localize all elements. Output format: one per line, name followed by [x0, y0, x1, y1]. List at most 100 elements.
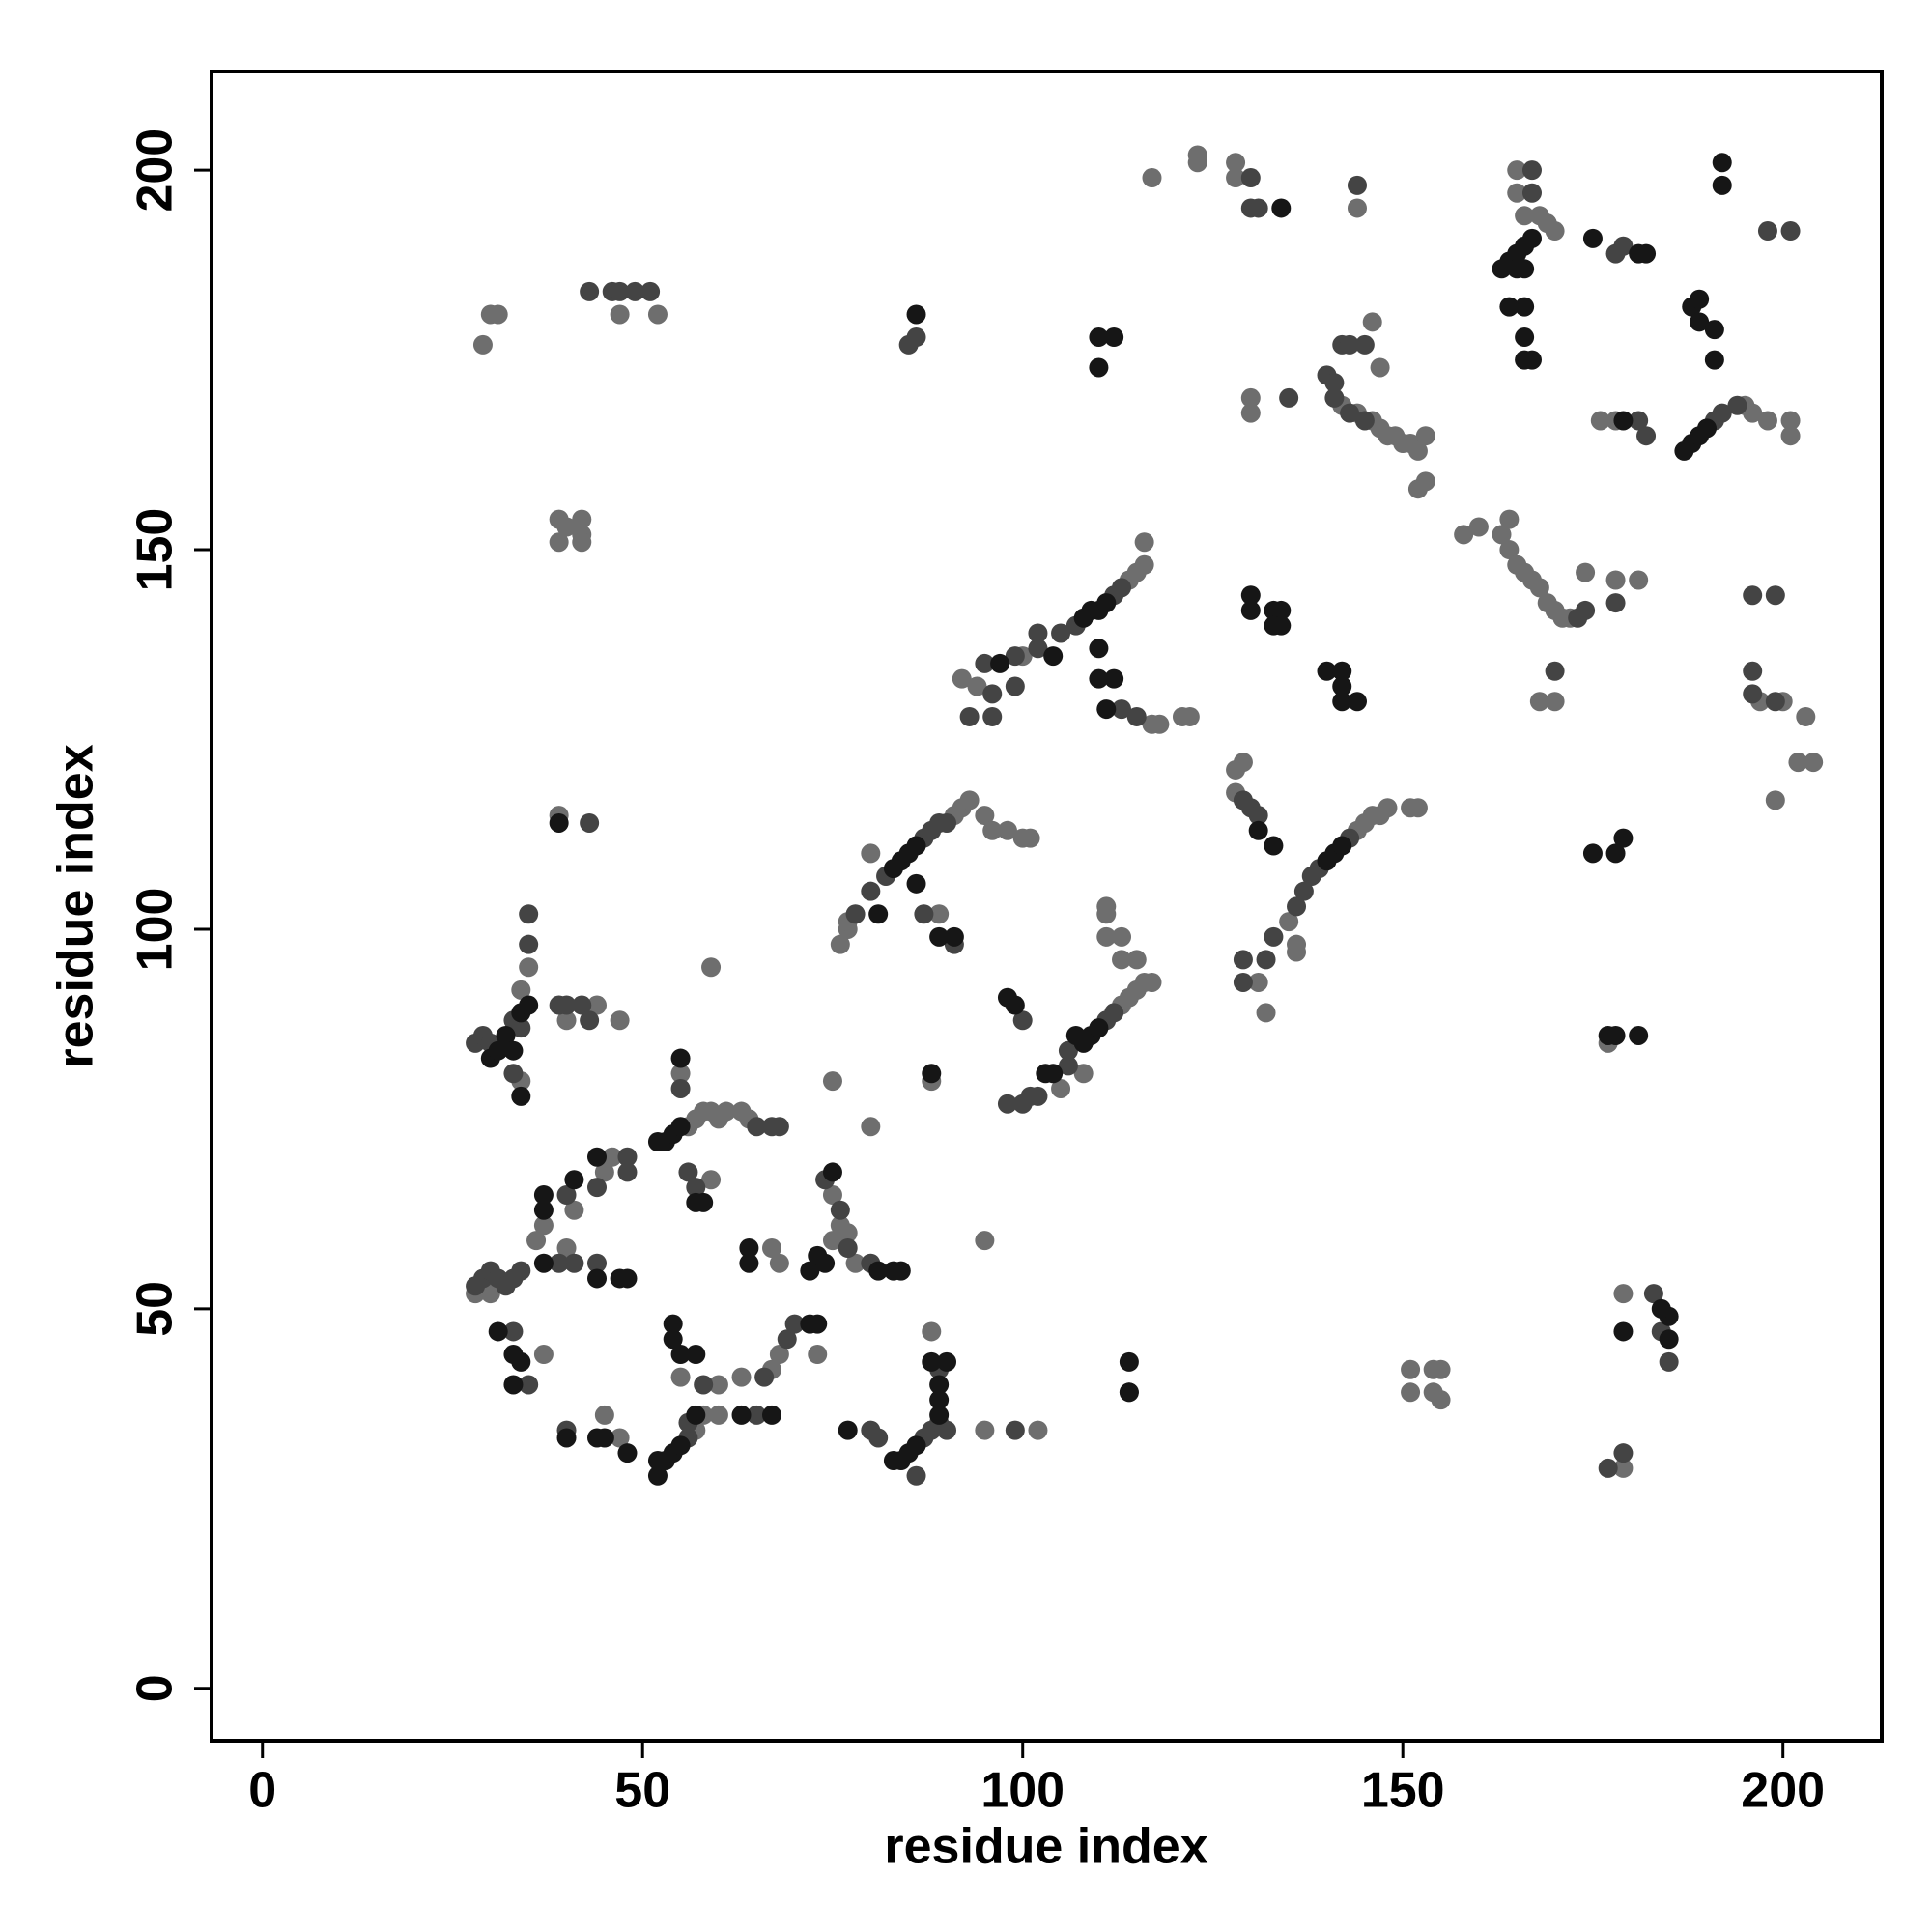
point	[1347, 692, 1367, 712]
point	[549, 1253, 569, 1273]
point	[1240, 387, 1261, 408]
point	[1248, 198, 1268, 218]
point	[1613, 1284, 1634, 1304]
point	[922, 1064, 942, 1084]
x-axis-label: residue index	[884, 1819, 1208, 1875]
point	[701, 1170, 722, 1190]
point	[1340, 403, 1360, 423]
point	[587, 995, 607, 1015]
point	[678, 1162, 698, 1182]
point	[663, 1329, 683, 1350]
point	[572, 532, 592, 553]
point	[808, 1345, 828, 1365]
point	[1431, 1359, 1451, 1379]
point	[1454, 525, 1474, 545]
point	[747, 1405, 767, 1425]
point	[617, 1147, 638, 1167]
point	[861, 843, 881, 864]
point	[1043, 646, 1064, 667]
point	[488, 1040, 508, 1061]
point	[519, 995, 539, 1015]
point	[1126, 706, 1147, 726]
point	[670, 1117, 691, 1137]
point	[1712, 175, 1732, 195]
point	[1613, 1321, 1634, 1342]
point	[1598, 1025, 1618, 1045]
point	[1354, 334, 1375, 355]
point	[533, 1185, 554, 1206]
point	[914, 904, 934, 924]
point	[708, 1375, 728, 1395]
point	[1613, 1458, 1634, 1478]
point	[997, 820, 1017, 840]
point	[694, 1375, 714, 1395]
point	[496, 1025, 516, 1045]
point	[610, 304, 630, 325]
point	[1796, 706, 1816, 726]
point	[1104, 668, 1124, 689]
point	[1690, 312, 1710, 332]
point	[1142, 168, 1162, 188]
point	[731, 1405, 752, 1425]
point	[952, 668, 972, 689]
point	[1240, 403, 1261, 423]
point	[708, 1405, 728, 1425]
point	[1096, 699, 1117, 720]
point	[1005, 1420, 1025, 1440]
point	[1324, 373, 1345, 393]
point	[1233, 753, 1253, 773]
point	[769, 1117, 789, 1137]
point	[1104, 327, 1124, 348]
point	[1271, 615, 1292, 636]
point	[1765, 692, 1785, 712]
point	[845, 1253, 866, 1273]
point	[1005, 676, 1025, 696]
point	[1757, 411, 1777, 431]
point	[564, 1253, 584, 1273]
point	[1576, 600, 1596, 620]
point	[1051, 1078, 1071, 1098]
point	[944, 926, 964, 947]
point	[1780, 221, 1801, 242]
point	[1240, 585, 1261, 606]
point	[1804, 753, 1824, 773]
point	[739, 1238, 759, 1259]
point	[580, 812, 600, 833]
point	[1012, 1094, 1033, 1114]
point	[891, 1261, 911, 1281]
point	[1324, 387, 1345, 408]
point	[480, 1284, 500, 1304]
point	[1058, 1056, 1078, 1076]
point	[937, 1351, 957, 1372]
point	[1499, 540, 1520, 560]
point	[1407, 798, 1428, 818]
point	[533, 1253, 554, 1273]
point	[1659, 1329, 1679, 1350]
point	[1051, 623, 1071, 643]
point	[1765, 585, 1785, 606]
point	[1613, 1443, 1634, 1463]
point	[1468, 517, 1489, 537]
point	[1332, 661, 1352, 681]
point	[511, 1261, 531, 1281]
point	[572, 509, 592, 529]
point	[1507, 160, 1527, 181]
y-tick-label: 0	[128, 1674, 184, 1702]
point	[670, 1078, 691, 1098]
point	[1370, 357, 1390, 378]
point	[1240, 600, 1261, 620]
point	[929, 1375, 950, 1395]
point	[937, 1420, 957, 1440]
point	[1112, 950, 1132, 970]
point	[647, 1465, 668, 1486]
point	[1712, 403, 1732, 423]
point	[1332, 692, 1352, 712]
point	[670, 1435, 691, 1456]
point	[1287, 942, 1307, 962]
point	[1431, 1390, 1451, 1410]
point	[1788, 753, 1808, 773]
point	[1704, 320, 1724, 340]
point	[1347, 175, 1367, 195]
point	[1089, 639, 1109, 659]
point	[906, 304, 926, 325]
